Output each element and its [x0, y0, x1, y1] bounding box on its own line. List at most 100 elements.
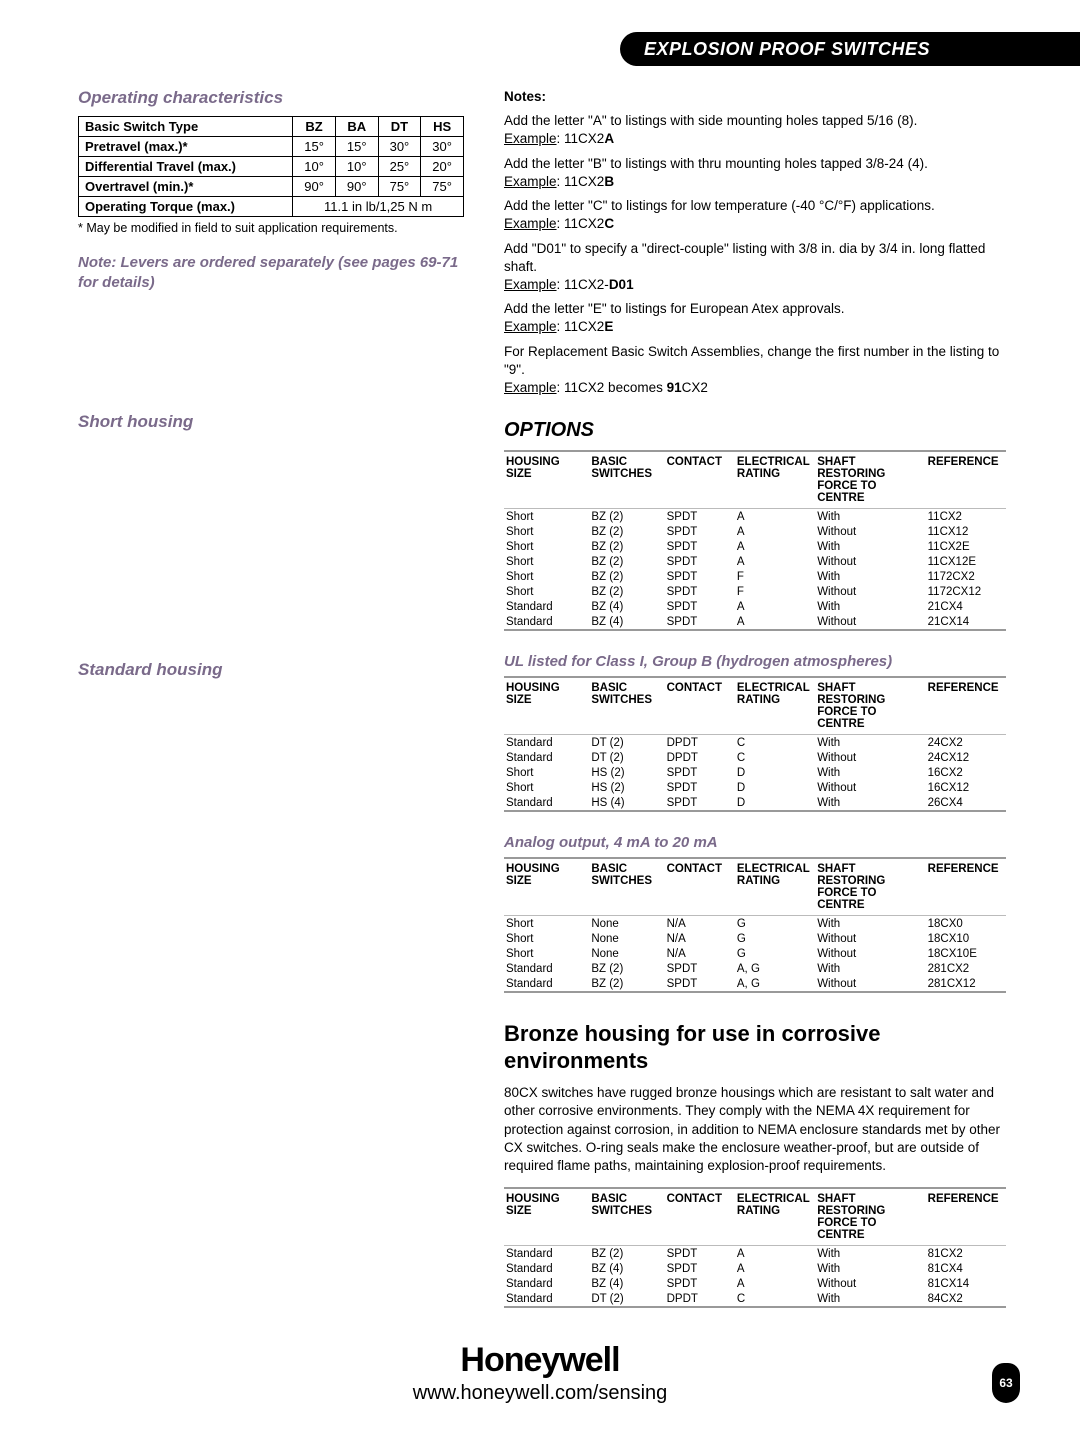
cell: BZ (2) — [589, 976, 664, 992]
lever-order-note: Note: Levers are ordered separately (see… — [78, 253, 464, 294]
options-table-4-wrap: HOUSINGSIZEBASICSWITCHESCONTACTELECTRICA… — [504, 1187, 1006, 1308]
cell: G — [735, 931, 815, 946]
notes-text: Add the letter "E" to listings for Europ… — [504, 301, 845, 316]
cell: 18CX0 — [926, 916, 1006, 932]
col-header: CONTACT — [665, 1188, 735, 1246]
table-row: StandardBZ (2)SPDTA, GWith281CX2 — [504, 961, 1006, 976]
cell: 21CX4 — [926, 599, 1006, 614]
cell: F — [735, 569, 815, 584]
table-row: StandardDT (2)DPDTCWith84CX2 — [504, 1291, 1006, 1307]
col-header: BASICSWITCHES — [589, 677, 664, 735]
col-header: ELECTRICALRATING — [735, 858, 815, 916]
table-row: ShortHS (2)SPDTDWith16CX2 — [504, 765, 1006, 780]
cell: With — [815, 1291, 925, 1307]
cell: 15° — [335, 137, 378, 157]
row-label: Operating Torque (max.) — [79, 197, 293, 217]
cell: With — [815, 599, 925, 614]
cell: 75° — [378, 177, 421, 197]
cell: Short — [504, 539, 589, 554]
table-header-row: HOUSINGSIZEBASICSWITCHESCONTACTELECTRICA… — [504, 451, 1006, 509]
table-row: ShortNoneN/AGWithout18CX10 — [504, 931, 1006, 946]
cell: Without — [815, 780, 925, 795]
table-row: StandardDT (2)DPDTCWithout24CX12 — [504, 750, 1006, 765]
cell: 24CX2 — [926, 735, 1006, 751]
cell: Without — [815, 1276, 925, 1291]
table-header-row: HOUSINGSIZEBASICSWITCHESCONTACTELECTRICA… — [504, 677, 1006, 735]
col-header: CONTACT — [665, 677, 735, 735]
cell: With — [815, 569, 925, 584]
cell: SPDT — [665, 1276, 735, 1291]
page-number-badge: 63 — [992, 1363, 1020, 1403]
cell: 25° — [378, 157, 421, 177]
cell: With — [815, 961, 925, 976]
notes-example-value: : 11CX2 — [557, 319, 605, 334]
cell: With — [815, 539, 925, 554]
table-row: ShortBZ (2)SPDTFWithout1172CX12 — [504, 584, 1006, 599]
cell: 281CX2 — [926, 961, 1006, 976]
cell-merged: 11.1 in lb/1,25 N m — [293, 197, 464, 217]
notes-example-value: : 11CX2- — [557, 277, 609, 292]
col-header: HOUSINGSIZE — [504, 677, 589, 735]
two-column-layout: Operating characteristics Basic Switch T… — [78, 88, 1006, 1318]
cell: 26CX4 — [926, 795, 1006, 811]
cell: 20° — [421, 157, 464, 177]
table-row: Differential Travel (max.) 10° 10° 25° 2… — [79, 157, 464, 177]
cell: A — [735, 1276, 815, 1291]
col-header: CONTACT — [665, 858, 735, 916]
bronze-housing-para: 80CX switches have rugged bronze housing… — [504, 1084, 1006, 1175]
cell: N/A — [665, 916, 735, 932]
table-header-row: Basic Switch Type BZ BA DT HS — [79, 117, 464, 137]
table-header-row: HOUSINGSIZEBASICSWITCHESCONTACTELECTRICA… — [504, 1188, 1006, 1246]
cell: Standard — [504, 1291, 589, 1307]
cell: 21CX14 — [926, 614, 1006, 630]
footer-url: www.honeywell.com/sensing — [0, 1382, 1080, 1405]
notes-heading: Notes: — [504, 89, 546, 104]
col-header: BASICSWITCHES — [589, 451, 664, 509]
cell: F — [735, 584, 815, 599]
cell: 18CX10 — [926, 931, 1006, 946]
cell: Short — [504, 509, 589, 525]
cell: Without — [815, 946, 925, 961]
cell: A — [735, 614, 815, 630]
cell: BZ (2) — [589, 961, 664, 976]
col-header: DT — [378, 117, 421, 137]
row-label: Overtravel (min.)* — [79, 177, 293, 197]
cell: SPDT — [665, 509, 735, 525]
cell: 24CX12 — [926, 750, 1006, 765]
cell: Without — [815, 976, 925, 992]
cell: Without — [815, 524, 925, 539]
cell: 16CX12 — [926, 780, 1006, 795]
section-header-text: EXPLOSION PROOF SWITCHES — [644, 39, 930, 60]
cell: Standard — [504, 1246, 589, 1262]
notes-text: For Replacement Basic Switch Assemblies,… — [504, 344, 999, 377]
cell: With — [815, 795, 925, 811]
cell: Standard — [504, 614, 589, 630]
options-table-3: HOUSINGSIZEBASICSWITCHESCONTACTELECTRICA… — [504, 857, 1006, 993]
options-table-2-wrap: HOUSINGSIZEBASICSWITCHESCONTACTELECTRICA… — [504, 676, 1006, 812]
col-header: SHAFT RESTORINGFORCE TO CENTRE — [815, 451, 925, 509]
cell: Short — [504, 569, 589, 584]
cell: Standard — [504, 976, 589, 992]
table-row: StandardHS (4)SPDTDWith26CX4 — [504, 795, 1006, 811]
col-header: REFERENCE — [926, 677, 1006, 735]
cell: SPDT — [665, 976, 735, 992]
cell: 81CX14 — [926, 1276, 1006, 1291]
cell: 30° — [378, 137, 421, 157]
operating-characteristics-title: Operating characteristics — [78, 88, 464, 108]
cell: 90° — [335, 177, 378, 197]
cell: A — [735, 599, 815, 614]
cell: DT (2) — [589, 1291, 664, 1307]
cell: A, G — [735, 976, 815, 992]
col-header: REFERENCE — [926, 1188, 1006, 1246]
cell: With — [815, 1261, 925, 1276]
cell: Short — [504, 780, 589, 795]
cell: BZ (2) — [589, 524, 664, 539]
col-header: HOUSINGSIZE — [504, 451, 589, 509]
cell: Without — [815, 554, 925, 569]
notes-item: Add "D01" to specify a "direct-couple" l… — [504, 240, 1006, 295]
notes-example-value: : 11CX2 — [557, 131, 605, 146]
cell: 1172CX2 — [926, 569, 1006, 584]
col-header: ELECTRICALRATING — [735, 677, 815, 735]
notes-text: Add "D01" to specify a "direct-couple" l… — [504, 241, 985, 274]
options-table-1-wrap: HOUSINGSIZEBASICSWITCHESCONTACTELECTRICA… — [504, 450, 1006, 631]
